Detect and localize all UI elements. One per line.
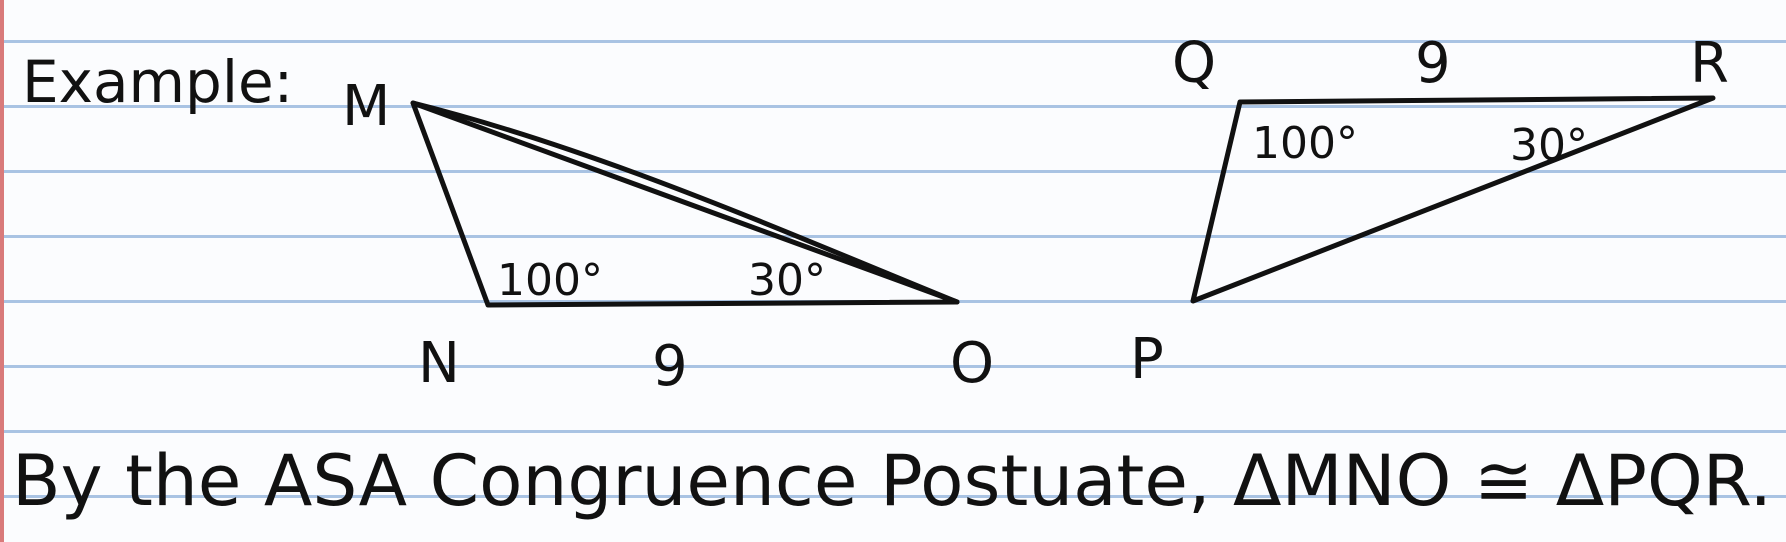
angle-o-label: 30° bbox=[748, 255, 826, 306]
triangle-mno bbox=[410, 100, 960, 308]
side-qr-label: 9 bbox=[1415, 31, 1451, 96]
vertex-r-label: R bbox=[1690, 31, 1729, 96]
vertex-n-label: N bbox=[418, 331, 460, 396]
vertex-q-label: Q bbox=[1172, 31, 1216, 96]
margin-line bbox=[0, 0, 4, 542]
example-heading: Example: bbox=[22, 48, 293, 116]
side-mo bbox=[410, 100, 960, 305]
conclusion-text: By the ASA Congruence Postuate, ΔMNO ≅ Δ… bbox=[12, 440, 1772, 522]
vertex-p-label: P bbox=[1130, 327, 1164, 392]
vertex-m-label: M bbox=[342, 74, 390, 139]
triangle-pqr bbox=[1190, 95, 1716, 304]
angle-q-label: 100° bbox=[1252, 118, 1358, 169]
side-no-label: 9 bbox=[652, 334, 688, 399]
vertex-o-label: O bbox=[950, 331, 994, 396]
angle-r-label: 30° bbox=[1510, 120, 1588, 171]
angle-n-label: 100° bbox=[497, 255, 603, 306]
